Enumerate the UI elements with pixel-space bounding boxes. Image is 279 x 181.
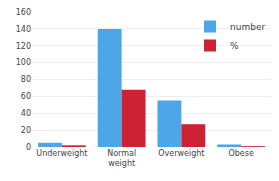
svg-text:%: % (230, 41, 239, 51)
svg-text:100: 100 (16, 58, 31, 67)
svg-text:80: 80 (21, 75, 31, 84)
svg-text:40: 40 (21, 109, 31, 118)
svg-text:140: 140 (16, 25, 31, 34)
svg-text:Obese: Obese (228, 149, 253, 158)
svg-text:120: 120 (16, 42, 31, 51)
svg-text:Underweight: Underweight (36, 149, 87, 158)
svg-text:160: 160 (16, 8, 31, 17)
svg-text:0: 0 (26, 143, 31, 152)
svg-text:number: number (230, 22, 265, 32)
svg-text:20: 20 (21, 126, 31, 135)
svg-text:Overweight: Overweight (158, 149, 204, 158)
svg-text:Normalweight: Normalweight (107, 149, 136, 168)
svg-text:60: 60 (21, 92, 31, 101)
